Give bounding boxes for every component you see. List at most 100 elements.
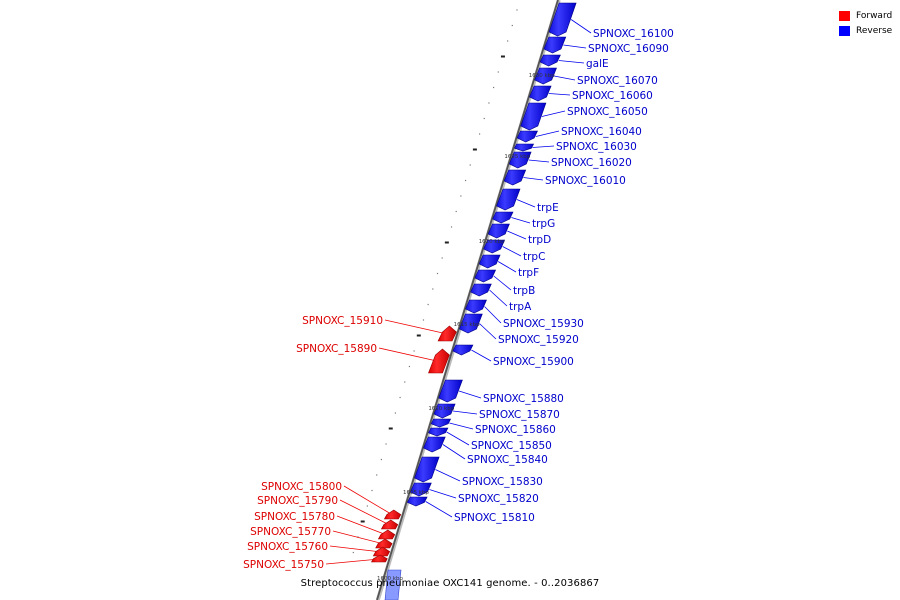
gene-label[interactable]: trpG bbox=[532, 218, 555, 230]
gene-label[interactable]: SPNOXC_15900 bbox=[493, 356, 574, 368]
gene-label[interactable]: SPNOXC_15850 bbox=[471, 440, 552, 452]
label-leader bbox=[516, 199, 536, 208]
gene-label[interactable]: trpB bbox=[513, 285, 535, 297]
scale-label: 1625 kbp bbox=[504, 154, 530, 160]
gene-block-spnoxc-16020[interactable] bbox=[508, 151, 532, 169]
scale-label: 1600 kbp bbox=[377, 576, 403, 582]
gene-block-spnoxc-15860[interactable] bbox=[430, 418, 452, 428]
gene-label[interactable]: SPNOXC_15910 bbox=[302, 315, 383, 327]
gene-label[interactable]: SPNOXC_15930 bbox=[503, 318, 584, 330]
gene-label[interactable]: SPNOXC_16070 bbox=[577, 75, 658, 87]
gene-block-spnoxc-16070[interactable] bbox=[534, 67, 557, 85]
gene-block-spnoxc-16060[interactable] bbox=[529, 85, 552, 102]
gene-label[interactable]: SPNOXC_15880 bbox=[483, 393, 564, 405]
gene-block-spnoxc-15920[interactable] bbox=[459, 313, 483, 334]
gene-label[interactable]: SPNOXC_16090 bbox=[588, 43, 669, 55]
gene-block-spnoxc-15800[interactable] bbox=[383, 509, 402, 520]
gene-block-partial bbox=[384, 569, 402, 600]
gene-label[interactable]: SPNOXC_15780 bbox=[254, 511, 335, 523]
gene-label[interactable]: SPNOXC_16050 bbox=[567, 106, 648, 118]
gene-label[interactable]: SPNOXC_16060 bbox=[572, 90, 653, 102]
gene-label[interactable]: SPNOXC_15830 bbox=[462, 476, 543, 488]
label-leader bbox=[339, 499, 390, 526]
label-leader bbox=[336, 515, 387, 536]
gene-label[interactable]: SPNOXC_15810 bbox=[454, 512, 535, 524]
gene-label[interactable]: SPNOXC_15790 bbox=[257, 495, 338, 507]
legend-reverse-swatch bbox=[839, 26, 850, 36]
gene-label[interactable]: SPNOXC_15890 bbox=[296, 343, 377, 355]
gene-label[interactable]: SPNOXC_15770 bbox=[250, 526, 331, 538]
gene-label[interactable]: SPNOXC_15750 bbox=[243, 559, 324, 571]
gene-block-spnoxc-15910[interactable] bbox=[437, 325, 457, 342]
gene-label[interactable]: SPNOXC_16020 bbox=[551, 157, 632, 169]
legend-reverse: Reverse bbox=[839, 24, 892, 38]
gene-block-spnoxc-15760[interactable] bbox=[372, 546, 391, 557]
label-leader bbox=[442, 444, 466, 460]
gene-label[interactable]: SPNOXC_16100 bbox=[593, 28, 674, 40]
label-leader bbox=[325, 558, 380, 565]
gene-block-spnoxc-15770[interactable] bbox=[375, 538, 393, 549]
gene-label[interactable]: SPNOXC_16010 bbox=[545, 175, 626, 187]
gene-label[interactable]: trpF bbox=[518, 267, 539, 279]
gene-label[interactable]: SPNOXC_15870 bbox=[479, 409, 560, 421]
gene-block-spnoxc-16090[interactable] bbox=[543, 36, 567, 54]
gene-label[interactable]: SPNOXC_16040 bbox=[561, 126, 642, 138]
gene-label[interactable]: SPNOXC_15820 bbox=[458, 493, 539, 505]
label-leader bbox=[378, 347, 440, 362]
label-leader bbox=[429, 489, 457, 499]
gene-block-spnoxc-15820[interactable] bbox=[410, 482, 432, 497]
label-leader bbox=[471, 349, 492, 362]
gene-block-trpc[interactable] bbox=[483, 239, 506, 254]
gene-label[interactable]: SPNOXC_15760 bbox=[247, 541, 328, 553]
gene-block-trpd[interactable] bbox=[487, 223, 510, 239]
gene-block-spnoxc-15750[interactable] bbox=[370, 554, 388, 563]
gene-block-trpb[interactable] bbox=[474, 269, 497, 283]
gene-block-spnoxc-16100[interactable] bbox=[548, 2, 577, 37]
gene-block-spnoxc-15930[interactable] bbox=[465, 299, 487, 314]
gene-block-spnoxc-15840[interactable] bbox=[423, 436, 446, 453]
gene-label[interactable]: galE bbox=[586, 58, 609, 70]
label-leader bbox=[493, 275, 512, 291]
label-leader bbox=[384, 319, 448, 335]
gene-label[interactable]: SPNOXC_16030 bbox=[556, 141, 637, 153]
label-leader bbox=[553, 75, 576, 81]
gene-block-spnoxc-15890[interactable] bbox=[428, 348, 450, 374]
scale-label: 1605 kbp bbox=[403, 490, 429, 496]
gene-block-spnoxc-15790[interactable] bbox=[380, 519, 399, 530]
gene-label[interactable]: SPNOXC_15860 bbox=[475, 424, 556, 436]
gene-block-trpg[interactable] bbox=[492, 211, 514, 224]
gene-block-spnoxc-16030[interactable] bbox=[513, 143, 535, 152]
gene-label[interactable]: SPNOXC_15800 bbox=[261, 481, 342, 493]
gene-block-spnoxc-15900[interactable] bbox=[452, 344, 474, 356]
gene-block-spnoxc-15810[interactable] bbox=[406, 496, 428, 507]
gene-block-spnoxc-15880[interactable] bbox=[438, 379, 463, 403]
gene-label[interactable]: SPNOXC_15920 bbox=[498, 334, 579, 346]
gene-block-spnoxc-16010[interactable] bbox=[503, 169, 527, 186]
gene-label[interactable]: SPNOXC_15840 bbox=[467, 454, 548, 466]
gene-block-spnoxc-15830[interactable] bbox=[414, 456, 440, 483]
gene-block-gale[interactable] bbox=[539, 54, 561, 67]
label-leader bbox=[479, 323, 497, 340]
label-leader bbox=[502, 246, 522, 257]
gene-block-spnoxc-16050[interactable] bbox=[520, 102, 547, 131]
gene-label[interactable]: trpC bbox=[523, 251, 545, 263]
gene-label[interactable]: trpE bbox=[537, 202, 559, 214]
legend-forward-swatch bbox=[839, 11, 850, 21]
gene-label[interactable]: trpA bbox=[509, 301, 532, 313]
label-leader bbox=[458, 390, 482, 399]
backbone-line bbox=[376, 0, 559, 600]
gene-block-trpf[interactable] bbox=[478, 254, 501, 269]
gene-block-spnoxc-15780[interactable] bbox=[377, 529, 396, 540]
gene-block-spnoxc-16040[interactable] bbox=[516, 130, 538, 143]
gene-label[interactable]: trpD bbox=[528, 234, 551, 246]
genome-backbone bbox=[375, 0, 561, 600]
label-leader bbox=[535, 130, 560, 137]
gene-block-spnoxc-15850[interactable] bbox=[428, 427, 449, 437]
label-leader bbox=[532, 145, 555, 148]
gene-block-trpa[interactable] bbox=[470, 283, 492, 297]
gene-block-spnoxc-15870[interactable] bbox=[433, 403, 456, 419]
label-leader bbox=[343, 485, 393, 516]
gene-block-trpe[interactable] bbox=[496, 188, 521, 211]
legend-forward: Forward bbox=[839, 9, 892, 23]
label-leader bbox=[570, 19, 592, 34]
